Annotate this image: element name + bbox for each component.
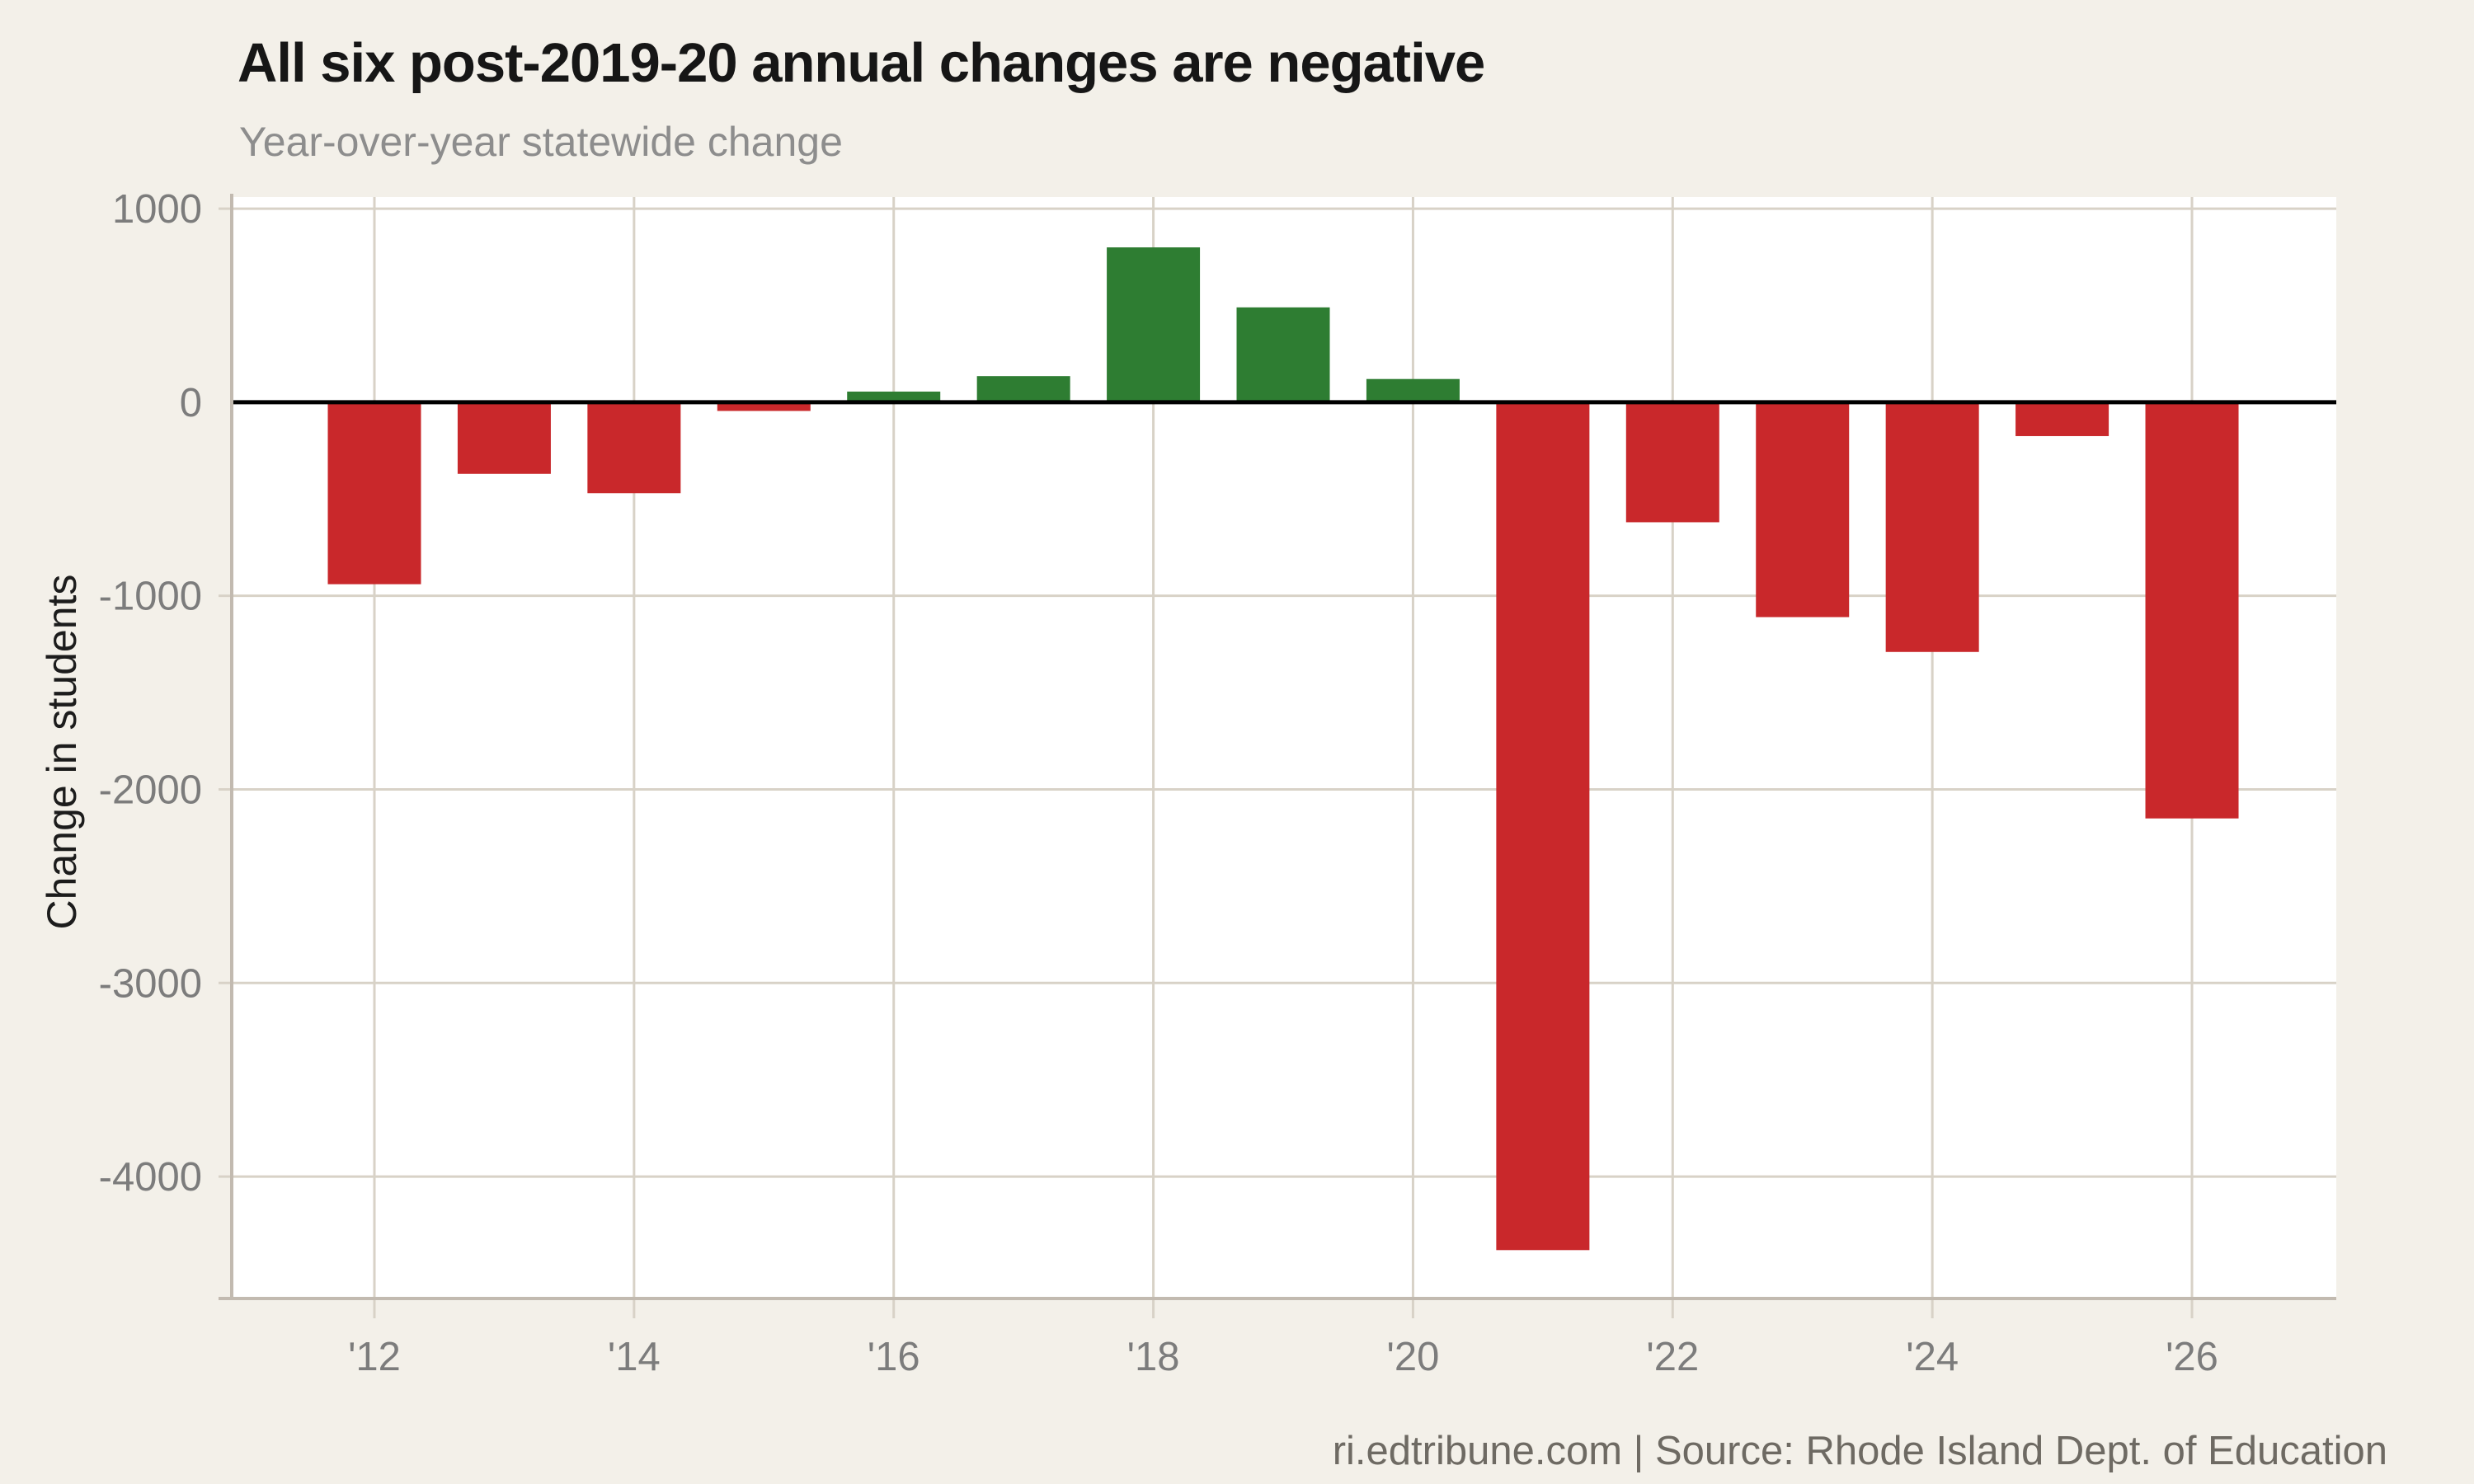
source-credit: ri.edtribune.com | Source: Rhode Island … bbox=[1332, 1429, 2387, 1473]
bar-'23 bbox=[1756, 402, 1850, 618]
x-tick-label-'22: '22 bbox=[1646, 1335, 1699, 1379]
x-tick-label-'20: '20 bbox=[1387, 1335, 1440, 1379]
bar-'16 bbox=[847, 391, 941, 402]
bar-'20 bbox=[1366, 378, 1460, 402]
bar-'14 bbox=[587, 402, 681, 494]
bar-'25 bbox=[2015, 402, 2109, 436]
bar-'12 bbox=[327, 402, 421, 585]
y-tick-label--1000: -1000 bbox=[99, 575, 202, 619]
bar-'19 bbox=[1236, 307, 1330, 402]
x-tick-label-'26: '26 bbox=[2166, 1335, 2218, 1379]
bar-'15 bbox=[717, 402, 811, 411]
bar-'13 bbox=[457, 402, 551, 474]
y-tick-label--3000: -3000 bbox=[99, 961, 202, 1006]
x-tick-label-'18: '18 bbox=[1127, 1335, 1180, 1379]
y-tick-label--2000: -2000 bbox=[99, 768, 202, 812]
x-tick-label-'16: '16 bbox=[868, 1335, 920, 1379]
y-tick-label--4000: -4000 bbox=[99, 1155, 202, 1200]
y-tick-label-0: 0 bbox=[180, 381, 202, 425]
bar-'26 bbox=[2145, 402, 2239, 819]
chart-title: All six post-2019-20 annual changes are … bbox=[238, 32, 1485, 94]
bar-'21 bbox=[1496, 402, 1590, 1251]
bar-'17 bbox=[976, 376, 1070, 402]
bar-'24 bbox=[1885, 402, 1979, 652]
x-tick-label-'24: '24 bbox=[1906, 1335, 1959, 1379]
x-tick-label-'14: '14 bbox=[608, 1335, 661, 1379]
bar-'22 bbox=[1625, 402, 1719, 523]
x-tick-label-'12: '12 bbox=[348, 1335, 401, 1379]
chart-subtitle: Year-over-year statewide change bbox=[239, 119, 843, 165]
bar-'18 bbox=[1107, 247, 1201, 402]
y-tick-label-1000: 1000 bbox=[112, 187, 202, 232]
